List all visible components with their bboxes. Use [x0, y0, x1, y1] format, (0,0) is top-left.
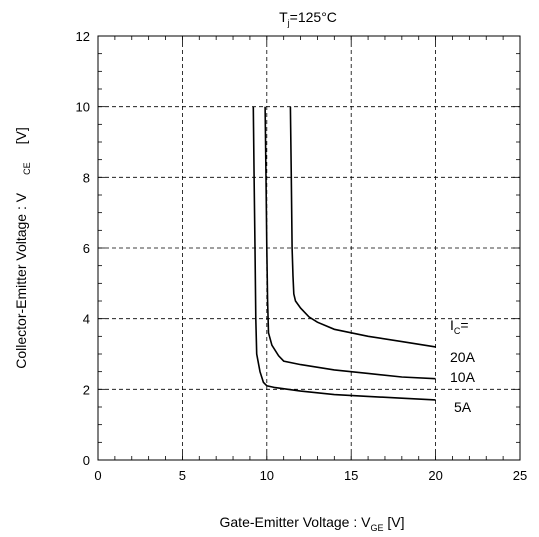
x-tick-label: 5	[179, 468, 186, 483]
x-axis-label: Gate-Emitter Voltage : VGE [V]	[220, 514, 405, 533]
y-axis-label: Collector-Emitter Voltage : VCE[V]	[13, 127, 32, 369]
x-tick-label: 0	[94, 468, 101, 483]
grid	[98, 36, 520, 460]
x-tick-label: 25	[513, 468, 527, 483]
series-line-5a	[252, 106, 436, 401]
y-tick-label: 12	[76, 29, 90, 44]
y-tick-label: 6	[83, 241, 90, 256]
series-line-10a	[264, 106, 436, 380]
series-label-5a: 5A	[454, 399, 472, 415]
y-tick-label: 8	[83, 170, 90, 185]
tick-labels: 0 5 10 15 20 25 0 2 4 6 8 10 12	[76, 29, 528, 483]
y-tick-label: 10	[76, 100, 90, 115]
series-label-10a: 10A	[450, 369, 476, 385]
x-tick-label: 15	[344, 468, 358, 483]
x-tick-label: 10	[260, 468, 274, 483]
y-tick-label: 0	[83, 453, 90, 468]
legend-header: IC=	[450, 317, 469, 336]
plot-frame	[97, 35, 521, 461]
series-line-20a	[289, 106, 436, 348]
x-tick-label: 20	[428, 468, 442, 483]
chart-title: Tj=125°C	[279, 9, 337, 28]
y-tick-label: 4	[83, 312, 90, 327]
series-label-20a: 20A	[450, 349, 476, 365]
series-curves	[252, 106, 436, 401]
series-labels: 20A 10A 5A	[450, 349, 476, 415]
y-tick-label: 2	[83, 382, 90, 397]
